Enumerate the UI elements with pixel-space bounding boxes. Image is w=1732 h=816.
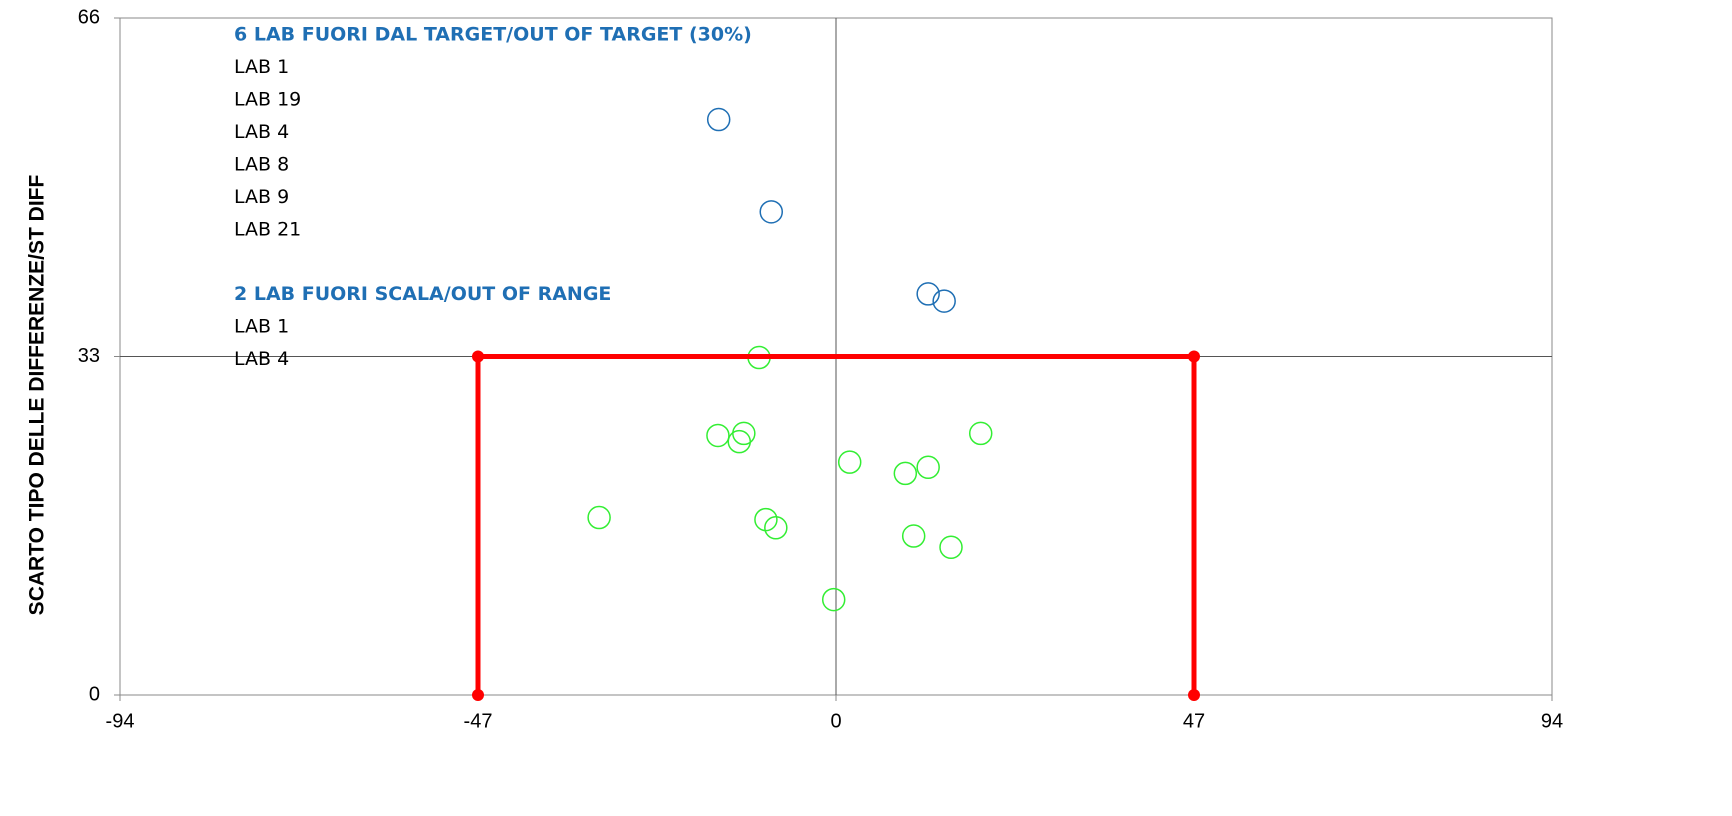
target-marker [1188, 350, 1200, 363]
point [821, 587, 846, 612]
annotation-title: 6 LAB FUORI DAL TARGET/OUT OF TARGET (30… [234, 24, 752, 46]
annotation-item: LAB 1 [234, 56, 289, 78]
point [916, 282, 940, 306]
x-tick-label: -47 [464, 710, 493, 732]
target-marker [472, 350, 484, 363]
point [587, 505, 611, 530]
annotation-item: LAB 1 [234, 316, 289, 338]
point [893, 461, 918, 486]
x-tick-label: 0 [830, 710, 841, 732]
target-marker [472, 689, 484, 701]
x-tick-label: -94 [106, 710, 135, 732]
x-tick-label: 47 [1183, 710, 1205, 732]
point [706, 107, 731, 132]
annotation-title: 2 LAB FUORI SCALA/OUT OF RANGE [234, 283, 611, 305]
x-tick-label: 94 [1541, 710, 1563, 732]
y-tick-label: 0 [89, 683, 100, 705]
annotation-item: LAB 19 [234, 89, 301, 111]
y-axis-label: SCARTO TIPO DELLE DIFFERENZE/ST DIFF [26, 175, 49, 616]
target-line [475, 354, 1197, 695]
y-tick-label: 66 [78, 6, 100, 28]
point [764, 516, 788, 540]
point [932, 289, 956, 313]
annotation-item: LAB 4 [234, 348, 289, 370]
point [939, 535, 963, 560]
annotation-item: LAB 8 [234, 154, 289, 176]
point [901, 524, 926, 548]
point [732, 421, 756, 446]
annotation-item: LAB 21 [234, 219, 301, 241]
point [759, 200, 784, 224]
point [754, 507, 778, 532]
annotation-item: LAB 9 [234, 186, 289, 208]
target-marker [1188, 689, 1200, 701]
point [837, 450, 862, 474]
y-tick-label: 33 [78, 345, 100, 367]
annotation-item: LAB 4 [234, 121, 289, 143]
point [706, 423, 730, 448]
point [727, 429, 752, 454]
point [968, 421, 993, 446]
point [916, 455, 940, 480]
